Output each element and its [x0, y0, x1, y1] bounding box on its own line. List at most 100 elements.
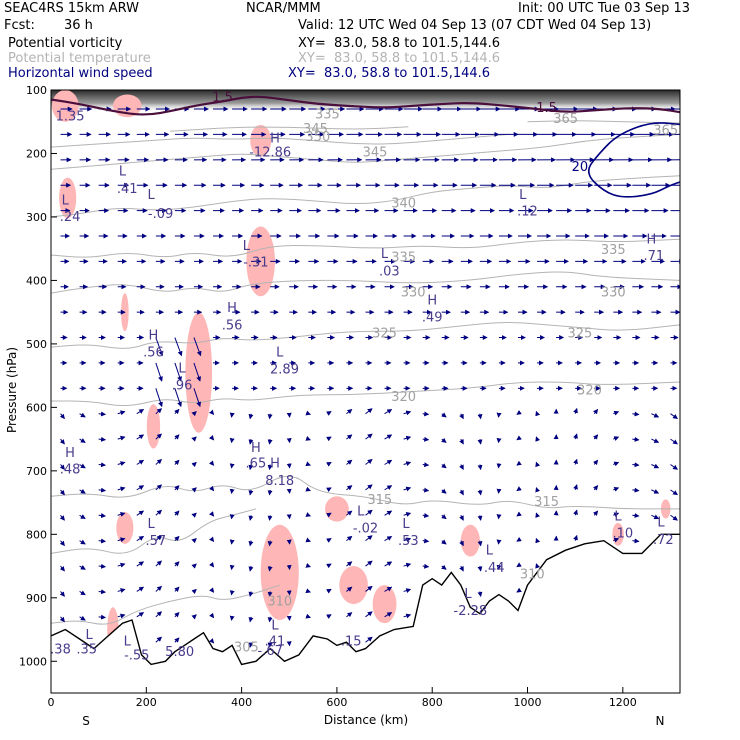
pv-extremum-label: .15: [341, 634, 362, 649]
wind-vector: [59, 464, 65, 470]
wind-vector: [305, 588, 311, 594]
wind-vector: [516, 486, 522, 492]
wind-vector: [229, 437, 235, 444]
wind-vector: [516, 409, 522, 415]
pv-extremum-label: L: [464, 587, 472, 602]
pv-contour-1.5: [51, 95, 680, 116]
pv-contour-label: 1.5: [212, 90, 233, 105]
terrain-line: [51, 533, 680, 666]
wind-vector: [593, 434, 599, 440]
valid-time: Valid: 12 UTC Wed 04 Sep 13 (07 CDT Wed …: [298, 18, 652, 33]
wind-vector: [191, 512, 197, 518]
wind-vector: [365, 636, 373, 643]
pv-extremum-label: .48: [60, 462, 81, 477]
theta-contour-355: [170, 126, 409, 132]
y-tick-label: 900: [26, 592, 47, 605]
wind-vector: [155, 433, 163, 440]
wind-vector: [229, 539, 235, 545]
wind-vector: [422, 563, 430, 569]
theta-contour-305: [51, 584, 280, 625]
wind-vector: [305, 537, 311, 543]
y-tick-label: 100: [26, 84, 47, 97]
wind-vector: [136, 485, 145, 491]
wind-vector: [613, 461, 620, 467]
wind-vector: [305, 613, 311, 619]
wind-vector: [459, 515, 464, 521]
wind-vector: [535, 436, 541, 442]
pv-extremum-label: L: [147, 188, 155, 203]
pv-extremum-label: .24: [60, 210, 81, 225]
theta-contour-335: [51, 238, 680, 258]
pv-shaded-region: [146, 404, 161, 449]
wind-vector: [459, 540, 464, 547]
wind-vector: [422, 487, 430, 493]
wind-vector: [535, 512, 541, 518]
wind-vector: [403, 613, 412, 619]
wind-vector: [516, 587, 522, 593]
pv-extremum-label: .72: [653, 533, 674, 548]
wind-vector: [477, 591, 483, 598]
wind-vector: [79, 539, 86, 545]
wind-vector: [248, 489, 254, 496]
wind-vector: [229, 514, 235, 520]
wind-vector: [117, 562, 126, 568]
y-tick-label: 500: [26, 338, 47, 351]
wind-vector: [459, 413, 464, 420]
wind-vector: [98, 487, 107, 493]
wind-vector: [403, 461, 412, 467]
wind-vector: [267, 413, 273, 420]
wind-vector: [117, 461, 126, 466]
wind-vector: [573, 433, 578, 440]
wind-vector: [155, 535, 163, 542]
wind-vector: [208, 409, 215, 416]
wind-vector: [79, 488, 86, 494]
wind-vector: [403, 512, 412, 517]
wind-vector: [191, 538, 197, 544]
wind-vector: [79, 438, 86, 443]
wind-vector: [209, 587, 215, 593]
x-tick-label: 800: [422, 696, 443, 709]
pv-extremum-label: H: [227, 301, 237, 316]
pv-extremum-label: -.31: [243, 255, 268, 270]
wind-speed-label: 20: [572, 160, 589, 175]
pv-extremum-label: .49: [422, 311, 443, 326]
wind-vector: [229, 488, 235, 495]
theta-label: 325: [372, 327, 397, 342]
pv-extremum-label: H: [647, 233, 657, 248]
wind-vector: [191, 436, 197, 442]
wind-vector: [209, 561, 215, 568]
wind-vector: [79, 615, 86, 621]
wind-vector: [459, 438, 464, 445]
wind-vector: [403, 410, 412, 416]
wind-vector: [613, 410, 620, 416]
wind-vector: [535, 563, 541, 569]
pv-extremum-label: .56: [222, 318, 243, 333]
wind-vector: [174, 337, 183, 357]
theta-contour-365: [527, 120, 680, 124]
wind-vector: [651, 412, 660, 418]
theta-label: 325: [568, 327, 593, 342]
wind-vector: [441, 463, 447, 469]
wind-vector: [267, 642, 273, 648]
wind-vector: [136, 434, 145, 440]
wind-vector: [191, 411, 197, 417]
wind-vector: [305, 461, 311, 467]
wind-vector: [384, 485, 393, 491]
pv-extremum-label: L: [62, 193, 70, 208]
wind-vector: [209, 511, 215, 517]
wind-vector: [516, 435, 522, 441]
wind-vector: [326, 614, 332, 619]
wind-vector: [459, 464, 464, 471]
wind-vector: [346, 408, 353, 415]
x-tick-label: 400: [231, 696, 252, 709]
wind-vector: [593, 485, 599, 491]
wind-vector: [403, 588, 412, 593]
wind-vector: [79, 590, 86, 596]
pv-extremum-label: .41: [265, 634, 286, 649]
wind-vector: [229, 463, 235, 469]
wind-vector: [136, 510, 145, 516]
pv-extremum-label: H: [427, 294, 437, 309]
pv-extremum-label: L: [357, 504, 365, 519]
pv-extremum-label: .41: [117, 182, 138, 197]
